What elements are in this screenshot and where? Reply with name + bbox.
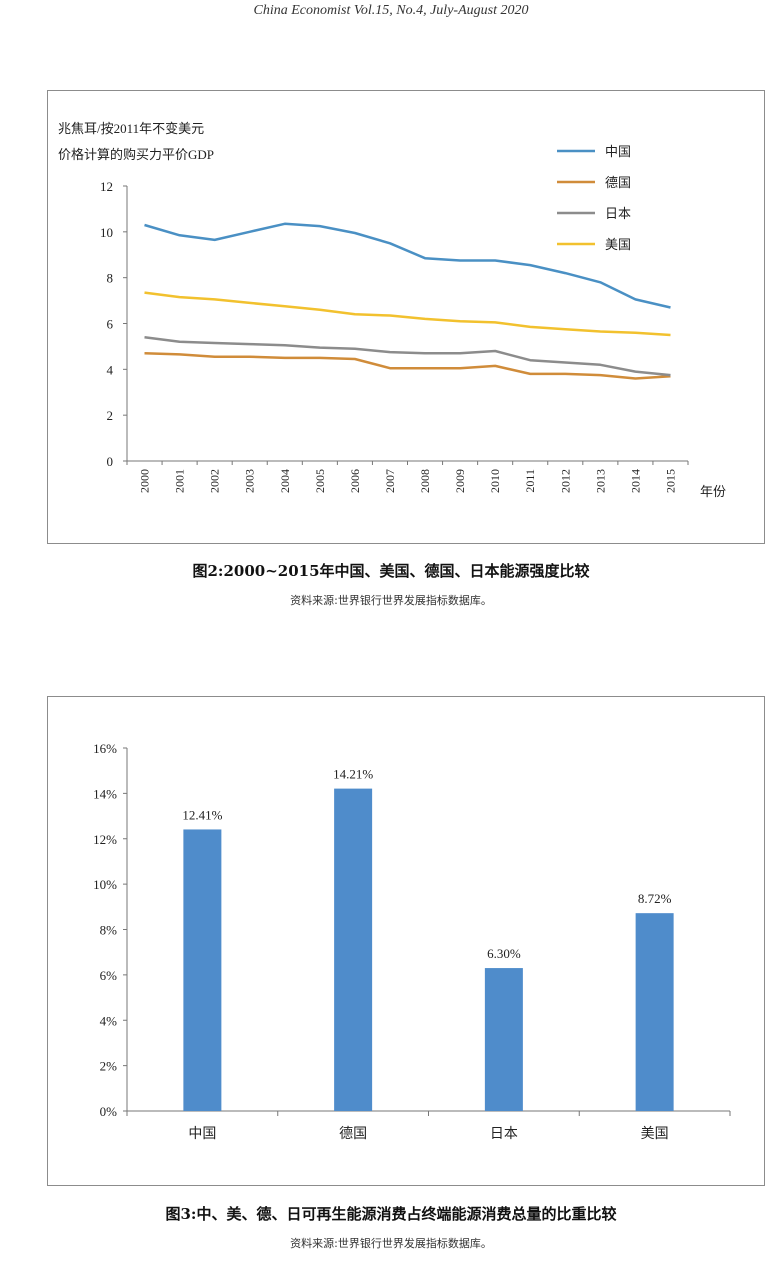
- x-tick-label: 2004: [278, 469, 292, 493]
- y-tick-label: 2%: [100, 1059, 118, 1074]
- x-tick-label: 2002: [208, 469, 222, 493]
- renewable-share-chart: 0% 2% 4% 6% 8% 10% 12% 14% 16% 中国 德国 日本 美国 12.41% 14.…: [47, 696, 765, 1186]
- figure2-source: 资料来源:世界银行世界发展指标数据库。: [290, 594, 492, 607]
- x-category-label: 德国: [339, 1126, 367, 1142]
- series-line-3: [144, 291, 671, 337]
- x-tick-label: 2005: [313, 469, 327, 493]
- y-tick-label: 14%: [93, 786, 117, 801]
- legend-label: 美国: [605, 237, 631, 252]
- x-tick-label: 2006: [348, 469, 362, 493]
- y-tick-label: 4%: [100, 1013, 118, 1028]
- x-tick-label: 2007: [383, 469, 397, 493]
- data-label: 8.72%: [638, 891, 672, 906]
- y-tick-label: 16%: [93, 741, 117, 756]
- y-axis-label-line1: 兆焦耳/按2011年不变美元: [58, 121, 204, 136]
- axes: 0 2 4 6 8 10 12 2000 2001 2002 2003 2004 2005 2006 200…: [100, 179, 689, 493]
- figure2-caption: 图2:2000~2015年中国、美国、德国、日本能源强度比较: [192, 562, 590, 580]
- y-tick-label: 2: [107, 408, 114, 423]
- y-tick-label: 10: [100, 225, 113, 240]
- y-tick-label: 12: [100, 179, 113, 194]
- x-tick-label: 2008: [418, 469, 432, 493]
- x-axis-label: 年份: [700, 484, 726, 499]
- x-tick-label: 2000: [138, 469, 152, 493]
- legend-label: 日本: [605, 206, 631, 221]
- x-category-label: 美国: [641, 1126, 669, 1142]
- series-line-2: [144, 336, 671, 377]
- y-tick-label: 8: [107, 271, 114, 286]
- legend-label: 德国: [605, 175, 631, 190]
- x-tick-label: 2013: [593, 469, 607, 493]
- figure3-caption: 图3:中、美、德、日可再生能源消费占终端能源消费总量的比重比较: [165, 1205, 617, 1223]
- x-tick-label: 2011: [523, 469, 537, 493]
- energy-intensity-chart: 兆焦耳/按2011年不变美元 价格计算的购买力平价GDP 年份 0 2 4 6 8 10 1…: [47, 90, 765, 544]
- axes: 0% 2% 4% 6% 8% 10% 12% 14% 16% 中国 德国 日本 美国: [93, 741, 731, 1142]
- bar-2: [484, 968, 523, 1111]
- y-tick-label: 12%: [93, 832, 117, 847]
- y-tick-label: 8%: [100, 923, 118, 938]
- data-label: 14.21%: [333, 767, 373, 782]
- journal-header: China Economist Vol.15, No.4, July-Augus…: [253, 3, 529, 18]
- y-axis-label-line2: 价格计算的购买力平价GDP: [58, 147, 214, 162]
- x-tick-label: 2012: [558, 469, 572, 493]
- x-tick-label: 2010: [488, 469, 502, 493]
- x-tick-label: 2009: [453, 469, 467, 493]
- y-tick-label: 0: [107, 454, 114, 469]
- line-chart-svg: 兆焦耳/按2011年不变美元 价格计算的购买力平价GDP 年份 0 2 4 6 8 10 1…: [58, 121, 726, 499]
- y-tick-label: 6: [107, 317, 114, 332]
- x-tick-label: 2001: [173, 469, 187, 493]
- bar-1: [334, 788, 373, 1111]
- figure3-source: 资料来源:世界银行世界发展指标数据库。: [290, 1237, 492, 1250]
- bars: 12.41% 14.21% 6.30% 8.72%: [182, 767, 674, 1111]
- y-tick-label: 0%: [100, 1104, 118, 1119]
- x-tick-label: 2014: [628, 469, 642, 493]
- x-tick-label: 2015: [663, 469, 677, 493]
- bar-0: [183, 829, 222, 1111]
- bar-3: [635, 913, 674, 1111]
- y-tick-label: 6%: [100, 968, 118, 983]
- data-label: 12.41%: [182, 807, 222, 822]
- x-category-label: 中国: [188, 1126, 216, 1142]
- x-tick-label: 2003: [243, 469, 257, 493]
- series-lines: [144, 222, 671, 380]
- legend-label: 中国: [605, 144, 631, 159]
- y-tick-label: 4: [107, 362, 114, 377]
- y-tick-label: 10%: [93, 877, 117, 892]
- series-line-1: [144, 352, 671, 380]
- data-label: 6.30%: [487, 946, 521, 961]
- bar-chart-svg: 0% 2% 4% 6% 8% 10% 12% 14% 16% 中国 德国 日本 美国 12.41% 14.…: [93, 741, 731, 1142]
- series-line-0: [144, 222, 671, 309]
- x-category-label: 日本: [490, 1126, 518, 1142]
